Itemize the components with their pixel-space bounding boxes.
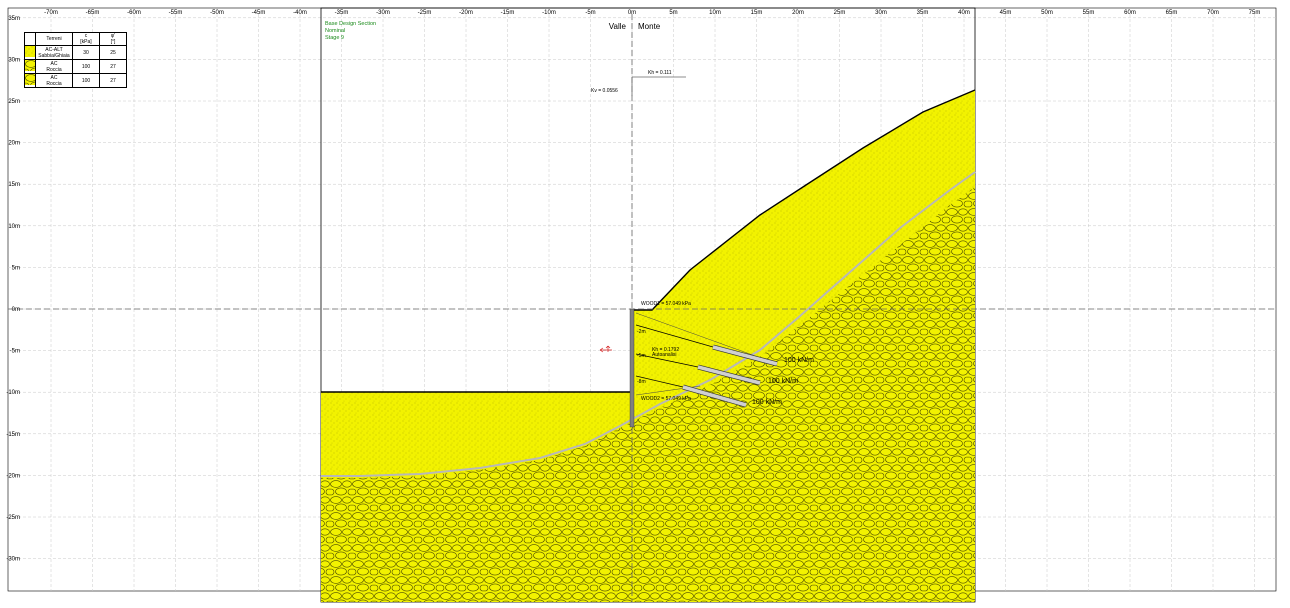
legend-row-phi: 27 xyxy=(99,59,127,74)
kh-wall-sublabel: Autoanalisi xyxy=(652,352,676,358)
kh-wall-label: Kh = 0.1792 xyxy=(652,347,679,353)
wall-marker-2: -5m xyxy=(637,353,646,359)
legend-swatch-rock xyxy=(24,73,36,88)
retaining-wall xyxy=(629,308,635,428)
y-tick-label: -20m xyxy=(6,473,20,479)
section-info-line2: Nominal xyxy=(325,28,345,34)
x-tick-label: -65m xyxy=(86,10,100,16)
load-line-wood1 xyxy=(635,312,773,363)
x-tick-label: 0m xyxy=(628,10,636,16)
anchor-1-label: 100 kN/m xyxy=(784,357,814,364)
legend-header-terreni: Terreni xyxy=(35,32,73,46)
legend-row-c: 30 xyxy=(72,45,100,60)
legend-header-phi: φ' [°] xyxy=(99,32,127,46)
legend-row-phi: 27 xyxy=(99,73,127,88)
x-tick-label: -70m xyxy=(44,10,58,16)
x-tick-label: 15m xyxy=(751,10,763,16)
label-valle: Valle xyxy=(609,22,627,31)
x-tick-label: -35m xyxy=(335,10,349,16)
x-tick-label: -40m xyxy=(293,10,307,16)
x-tick-label: 10m xyxy=(709,10,721,16)
x-tick-label: 5m xyxy=(669,10,677,16)
grid-lines xyxy=(8,14,1276,591)
legend-row-c: 100 xyxy=(72,73,100,88)
x-tick-label: 45m xyxy=(1000,10,1012,16)
x-tick-label: 25m xyxy=(834,10,846,16)
x-tick-label: 60m xyxy=(1124,10,1136,16)
y-tick-label: 0m xyxy=(12,307,20,313)
wall-marker-1: -2m xyxy=(637,329,646,335)
x-tick-label: 75m xyxy=(1249,10,1261,16)
x-tick-label: -15m xyxy=(501,10,515,16)
y-tick-label: -10m xyxy=(6,390,20,396)
legend-swatch-rock xyxy=(24,59,36,74)
x-tick-label: 40m xyxy=(958,10,970,16)
x-axis-ticks: -70m -65m -60m -55m -50m -45m -40m -35m -30m -25m… xyxy=(44,10,1260,16)
x-tick-label: 30m xyxy=(875,10,887,16)
section-info-line1: Base Design Section xyxy=(325,21,376,27)
x-tick-label: 65m xyxy=(1166,10,1178,16)
wall-marker-3: -8m xyxy=(637,379,646,385)
x-tick-label: 20m xyxy=(792,10,804,16)
wood1-label: WOOD1 = 57.049 kPa xyxy=(641,301,691,307)
x-tick-label: -60m xyxy=(127,10,141,16)
y-axis-ticks: 35m 30m 25m 20m 15m 10m 5m 0m -5m -10m -15m -20m -25… xyxy=(6,16,20,563)
anchor-3 xyxy=(635,375,747,408)
y-tick-label: 5m xyxy=(12,265,20,271)
x-tick-label: -45m xyxy=(252,10,266,16)
y-tick-label: 25m xyxy=(8,99,20,105)
x-tick-label: 55m xyxy=(1083,10,1095,16)
x-tick-label: 50m xyxy=(1041,10,1053,16)
ground-profile xyxy=(321,89,976,393)
legend-row-phi: 25 xyxy=(99,45,127,60)
y-tick-label: 10m xyxy=(8,224,20,230)
seismic-red-arrows xyxy=(599,345,612,353)
legend-row-name: AC-ALT Sabbia/Ghiaia xyxy=(35,45,73,60)
legend-row-name: AC Roccia xyxy=(35,73,73,88)
x-tick-label: -30m xyxy=(376,10,390,16)
y-tick-label: -15m xyxy=(6,432,20,438)
x-tick-label: 35m xyxy=(917,10,929,16)
y-tick-label: -30m xyxy=(6,557,20,563)
anchor-3-label: 100 kN/m xyxy=(752,399,782,406)
x-tick-label: -50m xyxy=(210,10,224,16)
x-tick-label: -5m xyxy=(585,10,595,16)
wood2-label: WOOD2 = 57.049 kPa xyxy=(641,396,691,402)
anchor-2-label: 100 kN/m xyxy=(768,378,798,385)
label-monte: Monte xyxy=(638,22,661,31)
soil-legend: Terreni c [kPa] φ' [°] AC-ALT Sabbia/Ghi… xyxy=(24,32,127,88)
y-tick-label: 35m xyxy=(8,16,20,22)
x-tick-label: -55m xyxy=(169,10,183,16)
anchor-1 xyxy=(635,324,778,367)
legend-swatch-header xyxy=(24,32,36,46)
y-tick-label: -5m xyxy=(10,349,20,355)
anchor-2 xyxy=(635,353,761,386)
y-tick-label: 15m xyxy=(8,182,20,188)
y-tick-label: 30m xyxy=(8,57,20,63)
x-tick-label: -25m xyxy=(418,10,432,16)
rock-layer xyxy=(321,187,975,602)
legend-swatch-sand xyxy=(24,45,36,60)
y-tick-label: 20m xyxy=(8,141,20,147)
y-tick-label: -25m xyxy=(6,515,20,521)
legend-header-c: c [kPa] xyxy=(72,32,100,46)
legend-row-name: AC Roccia xyxy=(35,59,73,74)
section-info-line3: Stage 9 xyxy=(325,35,344,41)
legend-row-c: 100 xyxy=(72,59,100,74)
x-tick-label: -20m xyxy=(459,10,473,16)
x-tick-label: 70m xyxy=(1207,10,1219,16)
layer-interface-line xyxy=(321,171,976,477)
x-tick-label: -10m xyxy=(542,10,556,16)
kv-label: Kv = 0.0556 xyxy=(591,88,618,94)
kh-top-label: Kh = 0.111 xyxy=(648,70,672,76)
